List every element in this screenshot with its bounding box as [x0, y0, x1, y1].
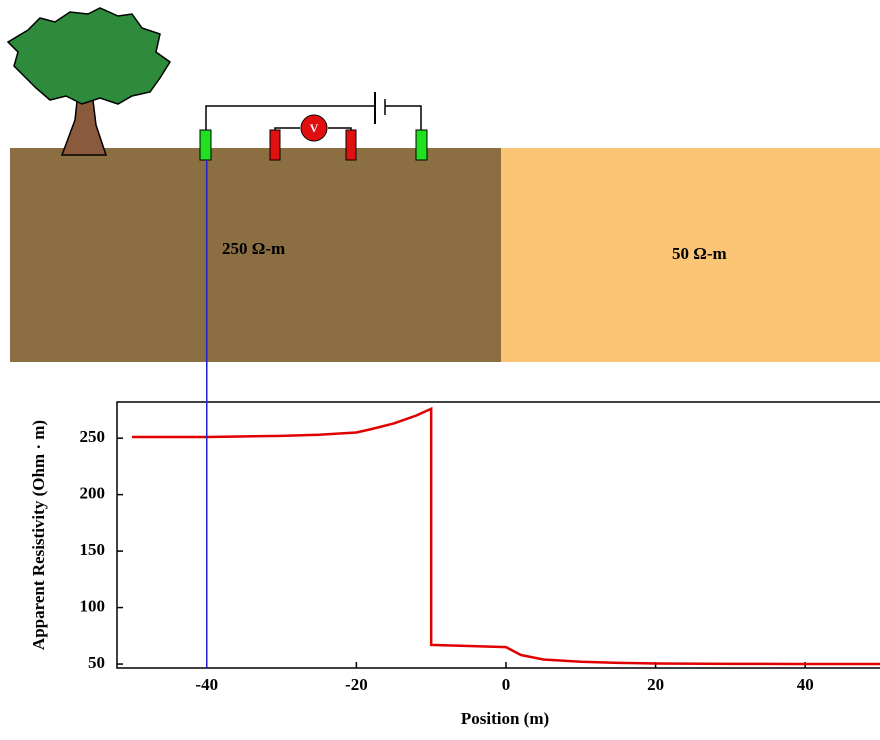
electrode	[270, 130, 280, 160]
y-tick-label: 100	[80, 596, 106, 615]
electrode	[416, 130, 427, 160]
page: V 250 Ω-m 50 Ω-m Position (m) Apparent R…	[0, 0, 880, 735]
x-tick-label: 40	[797, 675, 814, 694]
voltmeter-label: V	[310, 121, 319, 135]
x-axis-title: Position (m)	[461, 709, 549, 728]
data-line	[132, 409, 880, 664]
x-tick-label: 20	[647, 675, 664, 694]
y-axis-title: Apparent Resistivity (Ohm · m)	[29, 420, 48, 650]
y-tick-label: 50	[88, 653, 105, 672]
x-tick-label: -40	[195, 675, 218, 694]
y-tick-label: 200	[80, 484, 106, 503]
electrode	[200, 130, 211, 160]
x-tick-label: -20	[345, 675, 368, 694]
y-tick-label: 250	[80, 427, 106, 446]
plot-frame	[117, 402, 880, 668]
layer-label: 50 Ω-m	[672, 244, 727, 263]
y-tick-label: 150	[80, 540, 106, 559]
x-tick-label: 0	[502, 675, 511, 694]
layer-label: 250 Ω-m	[222, 239, 285, 258]
tree	[8, 8, 170, 155]
electrode	[346, 130, 356, 160]
